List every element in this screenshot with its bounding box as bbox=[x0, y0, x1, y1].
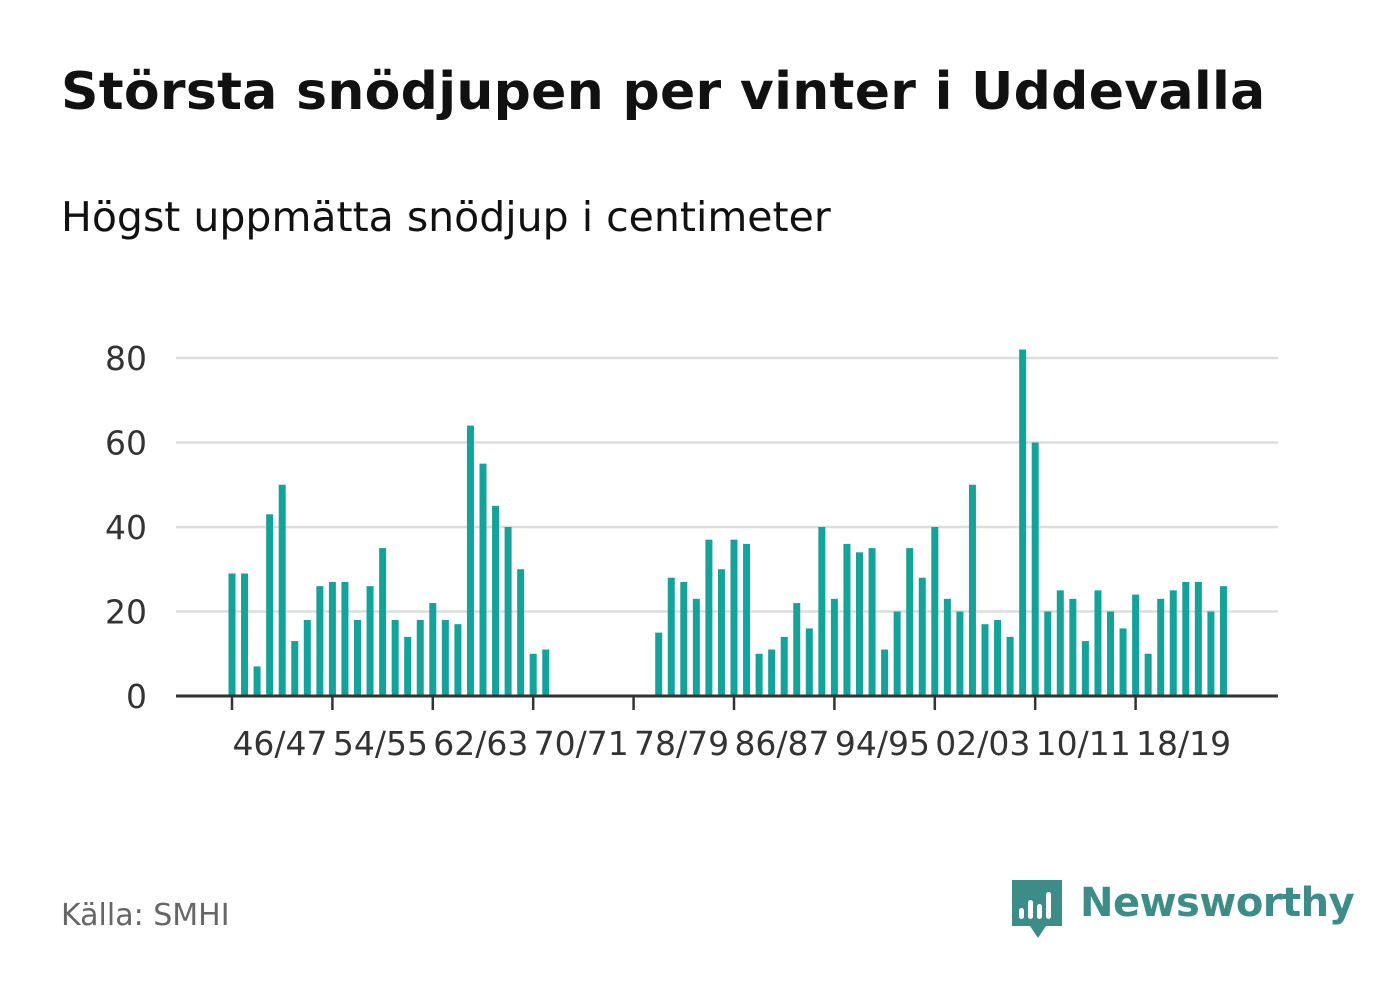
bar bbox=[1169, 590, 1177, 696]
bar bbox=[1182, 581, 1190, 696]
bar bbox=[278, 484, 286, 696]
bar bbox=[228, 573, 236, 696]
bar bbox=[328, 581, 336, 696]
bar bbox=[805, 628, 813, 696]
bar bbox=[1044, 611, 1052, 696]
bar bbox=[994, 619, 1002, 696]
bar bbox=[366, 586, 374, 696]
bar bbox=[1157, 598, 1165, 696]
chart-title: Största snödjupen per vinter i Uddevalla bbox=[61, 62, 1266, 122]
bar bbox=[856, 552, 863, 696]
bar bbox=[241, 573, 249, 696]
newsworthy-logo-icon bbox=[1012, 880, 1062, 938]
source-note: Källa: SMHI bbox=[61, 898, 230, 933]
bar bbox=[981, 624, 989, 696]
bar bbox=[354, 619, 361, 696]
x-tick-label: 86/87 bbox=[734, 724, 829, 763]
x-tick-label: 70/71 bbox=[534, 724, 629, 763]
bar bbox=[1194, 581, 1202, 696]
bar bbox=[1132, 594, 1140, 696]
bar bbox=[266, 514, 274, 696]
bar bbox=[780, 636, 788, 696]
bar bbox=[1056, 590, 1064, 696]
bar bbox=[1019, 349, 1027, 696]
bar bbox=[717, 569, 725, 696]
bar bbox=[529, 653, 537, 696]
bar bbox=[1219, 586, 1227, 696]
bar bbox=[868, 548, 876, 696]
bar bbox=[341, 581, 349, 696]
bar bbox=[379, 548, 387, 696]
y-tick-label: 0 bbox=[126, 677, 147, 716]
bar bbox=[943, 598, 951, 696]
x-tick-label: 78/79 bbox=[634, 724, 729, 763]
newsworthy-logo-text: Newsworthy bbox=[1080, 880, 1355, 926]
bar bbox=[1119, 628, 1127, 696]
x-tick-label: 18/19 bbox=[1136, 724, 1231, 763]
x-tick-label: 94/95 bbox=[835, 724, 930, 763]
bar bbox=[1144, 653, 1152, 696]
bar bbox=[542, 649, 550, 696]
bar bbox=[893, 611, 901, 696]
bar bbox=[441, 619, 449, 696]
y-tick-label: 20 bbox=[105, 593, 147, 632]
bar bbox=[818, 527, 826, 696]
bar bbox=[416, 619, 424, 696]
bar bbox=[793, 603, 801, 696]
bar bbox=[479, 463, 487, 696]
y-tick-label: 80 bbox=[105, 339, 147, 378]
bar bbox=[404, 636, 412, 696]
x-tick-label: 46/47 bbox=[232, 724, 327, 763]
bar bbox=[391, 619, 399, 696]
bar bbox=[429, 603, 437, 696]
bar bbox=[316, 586, 324, 696]
x-tick-label: 10/11 bbox=[1036, 724, 1131, 763]
bar bbox=[843, 543, 851, 696]
y-tick-label: 40 bbox=[105, 508, 147, 547]
bar bbox=[956, 611, 964, 696]
x-tick-label: 02/03 bbox=[935, 724, 1030, 763]
bar bbox=[755, 653, 763, 696]
bar bbox=[1107, 611, 1114, 696]
bar bbox=[1081, 641, 1089, 696]
bar bbox=[918, 577, 926, 696]
bars bbox=[228, 349, 1227, 696]
bar bbox=[830, 598, 838, 696]
y-axis-tick-labels: 0 20 40 60 80 bbox=[105, 339, 147, 716]
bar bbox=[692, 598, 700, 696]
y-tick-label: 60 bbox=[105, 424, 147, 463]
bar bbox=[931, 527, 939, 696]
bar bbox=[768, 649, 776, 696]
x-tick-label: 54/55 bbox=[333, 724, 428, 763]
bar bbox=[454, 624, 462, 696]
bar bbox=[504, 527, 512, 696]
x-axis-tick-labels: 46/47 54/55 62/63 70/71 78/79 86/87 94/95 02/03… bbox=[232, 724, 1231, 763]
bar bbox=[881, 649, 889, 696]
bar bbox=[655, 632, 663, 696]
bar bbox=[492, 505, 500, 696]
bar bbox=[1031, 442, 1039, 696]
bar bbox=[968, 484, 976, 696]
bar bbox=[517, 569, 525, 696]
bar bbox=[253, 666, 261, 696]
bar bbox=[680, 581, 688, 696]
bar bbox=[705, 539, 713, 696]
bar bbox=[730, 539, 738, 696]
bar bbox=[1069, 598, 1077, 696]
x-axis bbox=[176, 694, 1278, 710]
bar bbox=[743, 543, 751, 696]
bar bbox=[291, 641, 299, 696]
bar bbox=[1207, 611, 1215, 696]
bar bbox=[1006, 636, 1014, 696]
bar bbox=[1094, 590, 1102, 696]
chart-subtitle: Högst uppmätta snödjup i centimeter bbox=[61, 193, 831, 241]
bar bbox=[303, 619, 311, 696]
bar bbox=[667, 577, 675, 696]
x-tick-label: 62/63 bbox=[433, 724, 528, 763]
gridlines bbox=[176, 356, 1278, 613]
bar bbox=[466, 425, 474, 696]
bar bbox=[906, 548, 914, 696]
